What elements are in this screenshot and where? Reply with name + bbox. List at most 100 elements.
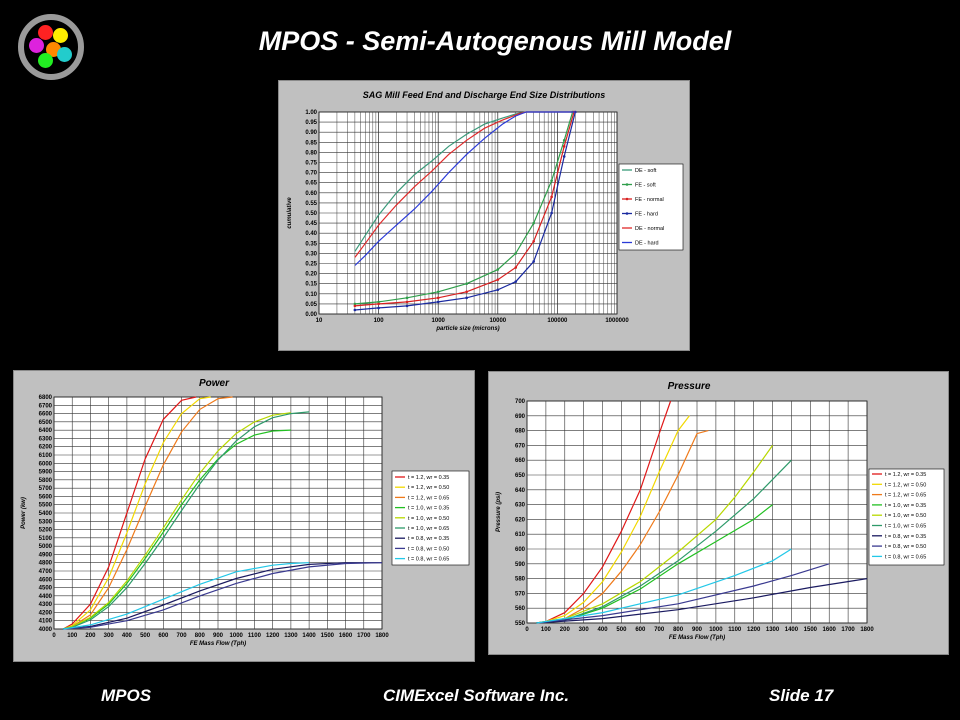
series-line xyxy=(536,459,792,624)
x-tick-label: 1000 xyxy=(709,627,723,633)
x-tick-label: 1700 xyxy=(357,633,371,639)
series-marker xyxy=(436,290,440,294)
y-tick-label: 5800 xyxy=(39,478,53,484)
series-marker xyxy=(532,260,535,263)
y-tick-label: 0.70 xyxy=(305,171,317,177)
slide-title: MPOS - Semi-Autogenous Mill Model xyxy=(258,26,732,56)
legend-label: DE - hard xyxy=(635,241,659,247)
series-marker xyxy=(353,308,357,312)
y-tick-label: 0.60 xyxy=(305,191,317,197)
y-tick-label: 550 xyxy=(515,621,526,627)
x-tick-label: 1000000 xyxy=(605,318,629,324)
x-tick-label: 600 xyxy=(158,633,169,639)
y-tick-label: 570 xyxy=(515,591,526,597)
y-tick-label: 4700 xyxy=(39,569,53,575)
y-tick-label: 6500 xyxy=(39,420,53,426)
legend-marker xyxy=(625,183,629,186)
series-marker xyxy=(496,288,500,292)
y-tick-label: 0.00 xyxy=(305,312,317,318)
y-tick-label: 4200 xyxy=(39,610,53,616)
y-tick-label: 0.80 xyxy=(305,150,317,156)
series-marker xyxy=(377,300,380,304)
y-tick-label: 0.40 xyxy=(305,231,317,237)
y-tick-label: 6700 xyxy=(39,403,53,409)
series-marker xyxy=(465,282,468,285)
legend-label: t = 0.8, wr = 0.35 xyxy=(408,536,449,542)
y-tick-label: 0.55 xyxy=(305,201,317,207)
x-tick-label: 1300 xyxy=(766,627,780,633)
y-tick-label: 0.20 xyxy=(305,272,317,278)
legend-box xyxy=(618,163,684,251)
power-chart: Power 4000 4100 4200 4300 4400 4500 4600 4700 480… xyxy=(13,370,475,662)
series-line xyxy=(63,562,382,630)
y-axis-label: Pressure (psi) xyxy=(496,492,502,532)
series-line xyxy=(62,429,291,630)
legend-label: t = 0.8, wr = 0.65 xyxy=(408,557,449,563)
legend-label: t = 1.2, wr = 0.50 xyxy=(408,485,449,491)
x-tick-label: 900 xyxy=(692,627,703,633)
y-tick-label: 6100 xyxy=(39,453,53,459)
x-tick-label: 0 xyxy=(52,633,56,639)
series-line xyxy=(62,396,197,630)
series-marker xyxy=(377,306,380,310)
x-tick-label: 100 xyxy=(67,633,78,639)
series-marker xyxy=(436,296,440,300)
size-distribution-chart: SAG Mill Feed End and Discharge End Size… xyxy=(278,80,690,351)
y-tick-label: 4300 xyxy=(39,602,53,608)
y-tick-label: 4500 xyxy=(39,586,53,592)
y-tick-label: 0.95 xyxy=(305,120,317,126)
y-tick-label: 690 xyxy=(515,414,526,420)
series-marker xyxy=(514,252,518,255)
y-tick-label: 0.85 xyxy=(305,140,317,146)
y-tick-label: 660 xyxy=(515,458,526,464)
x-tick-label: 1500 xyxy=(321,633,335,639)
chart-title: SAG Mill Feed End and Discharge End Size… xyxy=(363,90,606,100)
legend-label: t = 1.0, wr = 0.35 xyxy=(885,503,926,509)
legend-label: t = 1.0, wr = 0.65 xyxy=(408,526,449,532)
power-svg: Power40004100420043004400450046004700480… xyxy=(21,378,470,647)
x-tick-label: 700 xyxy=(654,627,665,633)
series-marker xyxy=(514,266,518,269)
y-tick-label: 0.65 xyxy=(305,181,317,187)
series-marker xyxy=(353,302,357,306)
series-marker xyxy=(562,155,566,158)
y-tick-label: 5200 xyxy=(39,528,53,534)
y-tick-label: 5500 xyxy=(39,503,53,509)
series-marker xyxy=(465,296,468,300)
logo-dot-green xyxy=(38,53,53,68)
y-tick-label: 6400 xyxy=(39,428,53,434)
x-tick-label: 500 xyxy=(140,633,151,639)
series-marker xyxy=(377,302,380,306)
legend-label: t = 1.2, wr = 0.65 xyxy=(885,493,926,499)
x-tick-label: 1500 xyxy=(804,627,818,633)
legend-label: t = 1.2, wr = 0.50 xyxy=(885,482,926,488)
series-marker xyxy=(514,280,518,283)
series-marker xyxy=(496,268,500,271)
x-axis-label: FE Mass Flow (Tph) xyxy=(669,635,725,641)
y-tick-label: 560 xyxy=(515,606,526,612)
series-line xyxy=(536,548,792,624)
y-tick-label: 6800 xyxy=(39,395,53,401)
legend-marker xyxy=(625,197,629,201)
series-marker xyxy=(496,278,500,281)
y-tick-label: 5300 xyxy=(39,519,53,525)
x-tick-label: 700 xyxy=(177,633,188,639)
y-tick-label: 580 xyxy=(515,577,526,583)
legend-box xyxy=(868,468,945,566)
y-tick-label: 680 xyxy=(515,429,526,435)
x-tick-label: 300 xyxy=(579,627,590,633)
y-tick-label: 5400 xyxy=(39,511,53,517)
x-tick-label: 400 xyxy=(122,633,133,639)
chart-title: Pressure xyxy=(668,381,711,392)
x-tick-label: 200 xyxy=(560,627,571,633)
x-tick-label: 1400 xyxy=(785,627,799,633)
y-tick-label: 6200 xyxy=(39,445,53,451)
y-tick-label: 670 xyxy=(515,443,526,449)
series-marker xyxy=(436,300,440,304)
y-tick-label: 1.00 xyxy=(305,110,317,116)
y-tick-label: 4100 xyxy=(39,619,53,625)
y-tick-label: 4800 xyxy=(39,561,53,567)
y-axis-label: cumulative xyxy=(287,197,293,229)
y-tick-label: 650 xyxy=(515,473,526,479)
series-marker xyxy=(550,211,553,215)
